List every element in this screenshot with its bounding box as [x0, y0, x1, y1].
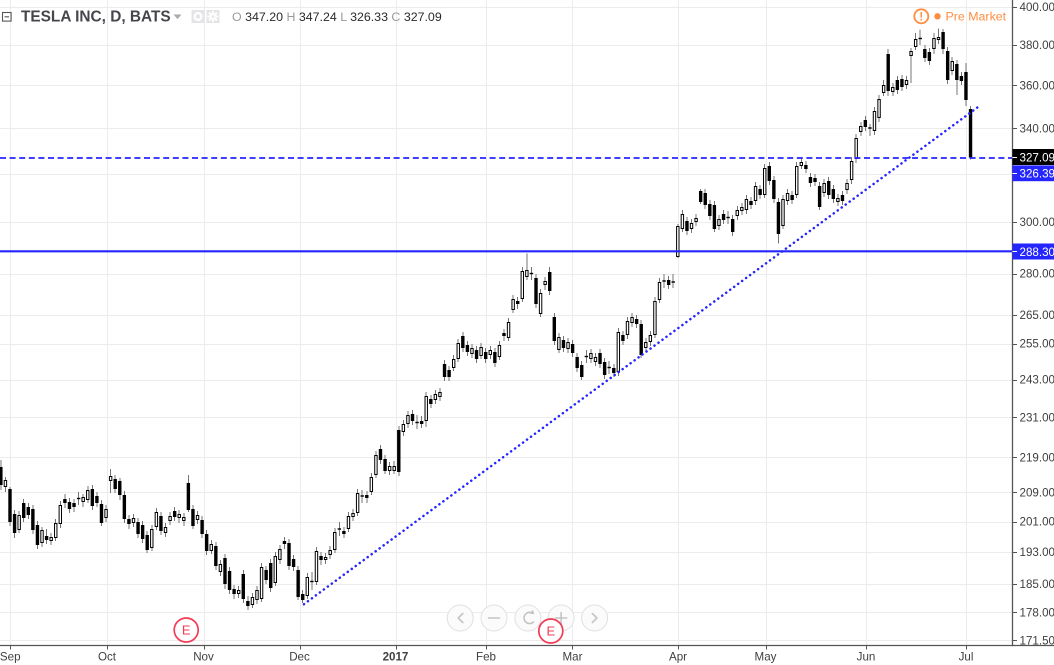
svg-text:209.00: 209.00: [1020, 487, 1054, 500]
svg-text:Apr: Apr: [669, 651, 687, 664]
svg-text:TESLA INC, D, BATS: TESLA INC, D, BATS: [21, 8, 171, 25]
svg-text:Nov: Nov: [193, 651, 214, 664]
svg-text:Feb: Feb: [476, 651, 496, 664]
svg-text:231.00: 231.00: [1020, 412, 1054, 425]
svg-text:255.00: 255.00: [1020, 338, 1054, 351]
svg-text:243.00: 243.00: [1020, 374, 1054, 387]
svg-text:E: E: [546, 624, 555, 639]
svg-text:!: !: [919, 12, 923, 24]
svg-text:O 347.20 H 347.24 L 326.33: O 347.20 H 347.24 L 326.33 C 327.09: [232, 10, 442, 24]
svg-text:Mar: Mar: [563, 651, 583, 664]
svg-text:360.00: 360.00: [1020, 80, 1054, 93]
svg-text:300.00: 300.00: [1020, 216, 1054, 229]
svg-text:185.00: 185.00: [1020, 578, 1054, 591]
svg-text:288.30: 288.30: [1020, 246, 1054, 259]
svg-text:171.50: 171.50: [1020, 635, 1054, 648]
svg-text:Dec: Dec: [289, 651, 310, 664]
svg-text:280.00: 280.00: [1020, 268, 1054, 281]
svg-text:326.39: 326.39: [1020, 168, 1054, 181]
svg-text:380.00: 380.00: [1020, 39, 1054, 52]
svg-text:2017: 2017: [383, 651, 409, 664]
svg-text:340.00: 340.00: [1020, 122, 1054, 135]
svg-text:E: E: [182, 623, 191, 638]
svg-text:265.00: 265.00: [1020, 309, 1054, 322]
svg-text:327.09: 327.09: [1020, 151, 1054, 164]
svg-text:400.00: 400.00: [1020, 1, 1054, 14]
svg-text:Jun: Jun: [857, 651, 876, 664]
svg-text:219.00: 219.00: [1020, 452, 1054, 465]
svg-text:May: May: [755, 651, 777, 664]
svg-text:Jul: Jul: [959, 651, 974, 664]
svg-text:193.00: 193.00: [1020, 546, 1054, 559]
svg-text:Sep: Sep: [0, 651, 21, 664]
svg-text:Pre Market: Pre Market: [946, 10, 1007, 24]
svg-text:201.00: 201.00: [1020, 516, 1054, 529]
svg-text:Oct: Oct: [98, 651, 117, 664]
svg-text:178.00: 178.00: [1020, 607, 1054, 620]
